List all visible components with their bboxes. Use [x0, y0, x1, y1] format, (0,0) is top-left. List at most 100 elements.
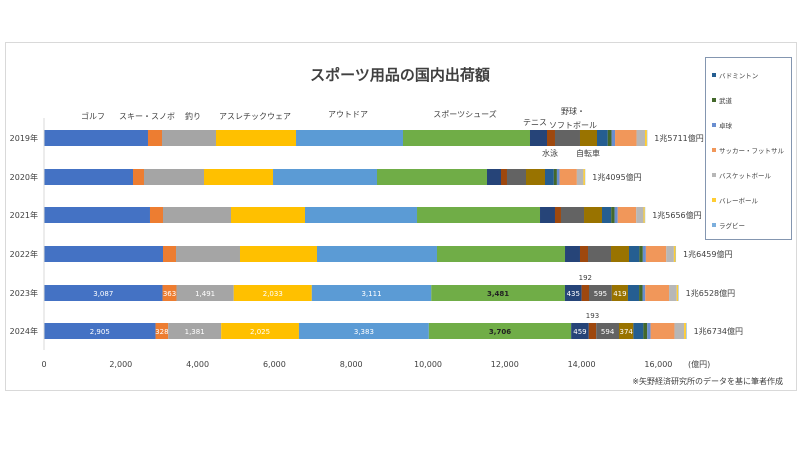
- bar-segment: [619, 323, 634, 339]
- bar-segment: [403, 130, 530, 146]
- legend-label: バドミントン: [719, 72, 758, 80]
- bar-segment: [588, 323, 597, 339]
- data-label: 3,111: [362, 290, 382, 298]
- bar-segment: [311, 285, 432, 301]
- bar-segment: [639, 246, 643, 262]
- x-tick-label: 6,000: [263, 360, 286, 369]
- year-label: 2022年: [10, 249, 38, 259]
- bar-segment: [617, 207, 637, 223]
- data-label: 2,025: [250, 328, 270, 336]
- bar-segment: [149, 207, 164, 223]
- data-label: 374: [619, 328, 633, 336]
- data-label: 1,381: [185, 328, 205, 336]
- bar-segment: [611, 207, 615, 223]
- bar-segment: [525, 169, 546, 185]
- bar-segment: [639, 285, 643, 301]
- bar-segment: [554, 207, 561, 223]
- bar-segment: [615, 130, 637, 146]
- bar-segment: [44, 130, 148, 146]
- category-label: 釣り: [185, 111, 201, 121]
- bar-segment: [611, 246, 629, 262]
- category-label: テニス: [523, 118, 547, 127]
- legend-label: バスケットボール: [719, 172, 772, 180]
- year-label: 2023年: [10, 288, 38, 298]
- total-label: 1兆6528億円: [686, 288, 735, 298]
- x-tick-label: 4,000: [186, 360, 209, 369]
- total-label: 1兆5711億円: [654, 133, 703, 143]
- bar-segment: [233, 285, 312, 301]
- data-label: 459: [573, 328, 586, 336]
- legend-label: 武道: [719, 96, 733, 105]
- bar-segment: [611, 130, 616, 146]
- year-label: 2020年: [10, 172, 38, 182]
- bar-segment: [673, 246, 676, 262]
- bar-segment: [684, 323, 686, 339]
- bar-segment: [44, 285, 163, 301]
- bar-segment: [500, 169, 507, 185]
- x-tick-label: 14,000: [568, 360, 596, 369]
- bar-segment: [559, 169, 577, 185]
- bar-segment: [377, 169, 487, 185]
- category-label: スキー・スノボ: [119, 112, 175, 121]
- bar-segment: [642, 285, 646, 301]
- bar-segment: [596, 130, 608, 146]
- bar-segment: [669, 285, 677, 301]
- legend-label: ラグビー: [719, 221, 745, 230]
- bar-segment: [163, 207, 232, 223]
- bar-segment: [643, 323, 648, 339]
- bar-segment: [133, 169, 144, 185]
- bar-segment: [644, 130, 647, 146]
- bar-segment: [636, 130, 645, 146]
- bar-segment: [564, 285, 582, 301]
- data-label: 594: [601, 328, 615, 336]
- x-tick-label: 12,000: [491, 360, 519, 369]
- bar-segment: [685, 323, 687, 339]
- data-label: 3,087: [93, 290, 113, 298]
- total-label: 1兆5656億円: [652, 210, 701, 220]
- bar-segment: [545, 169, 554, 185]
- bar-segment: [636, 207, 644, 223]
- data-label: 1,491: [195, 290, 215, 298]
- total-label: 1兆6459億円: [683, 249, 732, 259]
- data-label: 363: [163, 290, 176, 298]
- legend-swatch: [712, 148, 716, 152]
- data-label: 193: [586, 312, 599, 320]
- x-tick-label: 2,000: [109, 360, 132, 369]
- year-label: 2019年: [10, 133, 38, 143]
- x-tick-label: 0: [41, 360, 46, 369]
- category-label: アスレチックウェア: [219, 112, 291, 121]
- data-label: 2,905: [90, 328, 110, 336]
- bar-segment: [601, 207, 612, 223]
- x-tick-label: 16,000: [644, 360, 672, 369]
- legend-label: サッカー・フットサル: [719, 147, 785, 155]
- bar-segment: [627, 285, 640, 301]
- bar-segment: [162, 130, 216, 146]
- legend-swatch: [712, 73, 716, 77]
- bar-segment: [529, 130, 548, 146]
- bar-segment: [581, 285, 590, 301]
- bar-segment: [296, 130, 404, 146]
- data-label: 3,383: [354, 328, 374, 336]
- bar-segment: [298, 323, 429, 339]
- bar-segment: [486, 169, 501, 185]
- bar-segment: [588, 246, 612, 262]
- data-label: 2,033: [263, 290, 283, 298]
- bar-segment: [176, 246, 240, 262]
- bar-segment: [44, 207, 150, 223]
- year-label: 2024年: [10, 326, 38, 336]
- category-label: 自転車: [576, 148, 600, 158]
- bar-segment: [44, 246, 164, 262]
- bar-segment: [168, 323, 222, 339]
- legend-label: 卓球: [719, 121, 733, 130]
- legend-swatch: [712, 98, 716, 102]
- footnote: ※矢野経済研究所のデータを基に筆者作成: [632, 376, 783, 386]
- bar-segment: [417, 207, 541, 223]
- bar-segment: [176, 285, 234, 301]
- bar-segment: [540, 207, 555, 223]
- bar-segment: [143, 169, 205, 185]
- total-label: 1兆4095億円: [592, 172, 641, 182]
- bar-segment: [642, 246, 646, 262]
